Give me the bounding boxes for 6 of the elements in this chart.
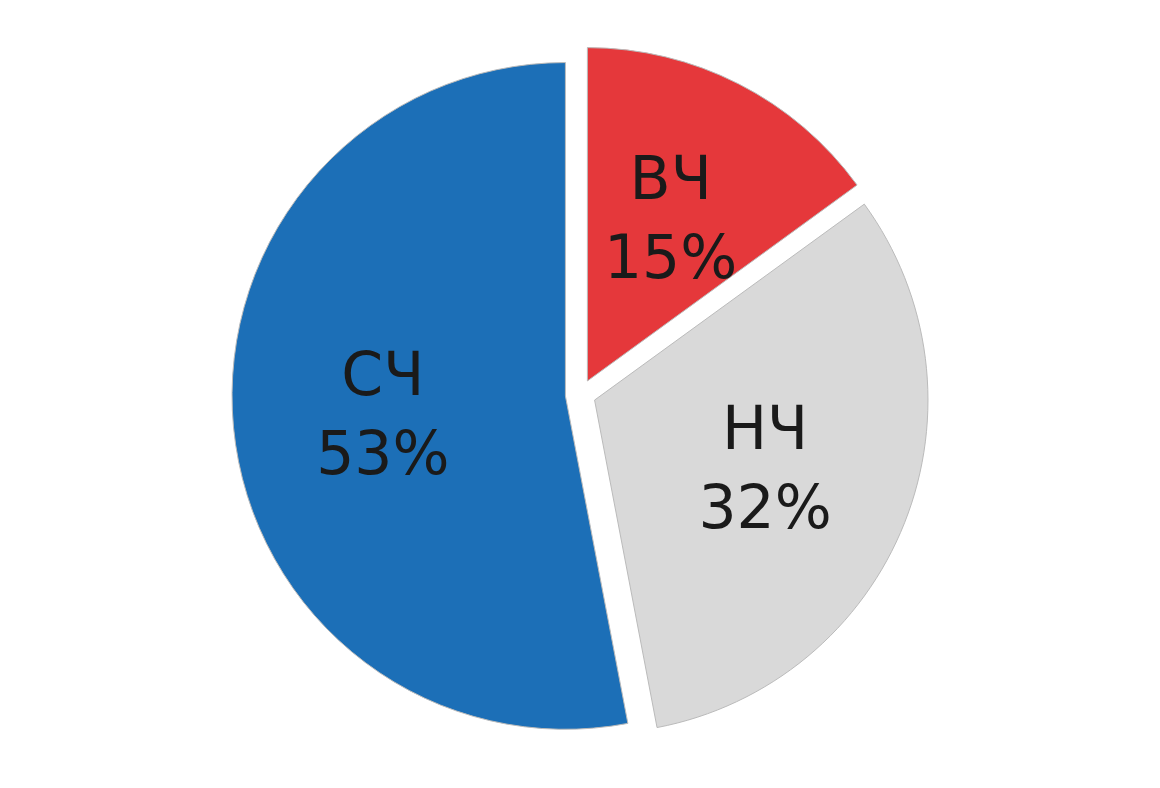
data-label: 15%: [603, 222, 738, 293]
slice-label: НЧ: [721, 393, 809, 464]
data-label: 32%: [698, 471, 832, 542]
slice-label: ВЧ: [629, 143, 712, 214]
slice-label: СЧ: [341, 338, 425, 409]
data-label: 53%: [316, 417, 450, 488]
